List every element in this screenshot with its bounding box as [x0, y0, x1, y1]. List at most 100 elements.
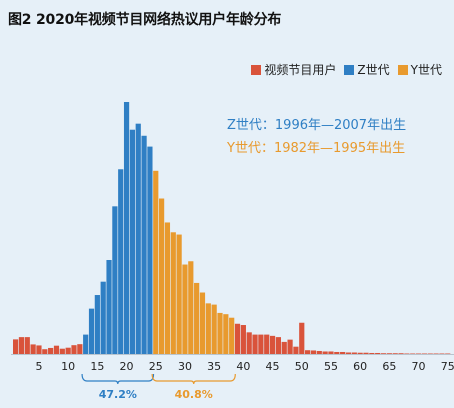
bar-age-19 — [118, 169, 124, 354]
bar-age-10 — [65, 347, 71, 354]
bar-age-6 — [42, 349, 48, 354]
bar-age-36 — [217, 312, 223, 354]
bar-age-52 — [310, 350, 317, 354]
bar-age-65 — [386, 353, 392, 354]
bar-age-32 — [194, 282, 200, 354]
chart-legend: 视频节目用户 Z世代 Y世代 — [251, 61, 442, 78]
bar-age-66 — [392, 353, 398, 354]
bar-age-18 — [112, 206, 118, 354]
x-tick-label-40: 40 — [236, 360, 250, 373]
legend-label-gen-z: Z世代 — [357, 63, 390, 77]
legend-swatch-gen-y — [397, 64, 408, 75]
bracket-label-1: 40.8% — [175, 388, 213, 401]
bar-age-25 — [153, 170, 159, 354]
bar-age-73 — [433, 353, 439, 355]
bar-age-71 — [421, 353, 427, 355]
x-tick-label-25: 25 — [149, 360, 163, 373]
bar-age-17 — [106, 260, 112, 354]
bar-age-74 — [439, 353, 445, 355]
bar-age-75 — [445, 353, 451, 355]
bracket-label-0: 47.2% — [99, 388, 137, 401]
bar-age-29 — [176, 234, 182, 354]
x-tick-label-20: 20 — [120, 360, 134, 373]
bar-age-24 — [147, 146, 153, 354]
bar-age-46 — [275, 337, 281, 354]
bar-age-31 — [188, 261, 194, 354]
bar-age-11 — [71, 345, 77, 354]
x-tick-label-55: 55 — [324, 360, 338, 373]
bar-age-7 — [48, 347, 54, 354]
figure-title: 图2 2020年视频节目网络热议用户年龄分布 — [8, 12, 282, 28]
legend-label-video-users: 视频节目用户 — [264, 63, 337, 77]
bar-age-57 — [340, 351, 346, 354]
bar-age-15 — [94, 295, 100, 354]
bar-age-47 — [281, 341, 287, 354]
x-tick-label-35: 35 — [207, 360, 221, 373]
legend-swatch-gen-z — [344, 64, 355, 75]
bar-age-56 — [334, 351, 340, 354]
x-tick-label-75: 75 — [441, 360, 454, 373]
x-tick-label-45: 45 — [266, 360, 280, 373]
legend-item-gen-z: Z世代 — [344, 61, 390, 78]
bar-age-70 — [415, 353, 422, 355]
bar-age-40 — [240, 325, 246, 354]
x-tick-label-60: 60 — [353, 360, 367, 373]
bar-age-28 — [170, 232, 176, 354]
bar-age-2 — [18, 337, 25, 354]
bar-age-16 — [100, 281, 106, 354]
bar-age-39 — [234, 323, 241, 354]
bar-age-62 — [369, 352, 375, 354]
legend-swatch-video-users — [251, 64, 262, 75]
bar-age-55 — [328, 351, 334, 354]
x-tick-label-30: 30 — [178, 360, 192, 373]
bar-age-23 — [141, 135, 147, 354]
bracket-1 — [151, 373, 236, 385]
bar-age-42 — [252, 334, 258, 354]
bar-age-27 — [164, 222, 171, 354]
bar-age-38 — [229, 317, 235, 354]
x-tick-label-10: 10 — [61, 360, 75, 373]
bar-age-34 — [205, 303, 211, 354]
legend-item-gen-y: Y世代 — [397, 61, 442, 78]
bar-age-59 — [351, 352, 357, 354]
gen-z-annotation: Z世代：1996年—2007年出生 — [227, 118, 407, 133]
bar-age-9 — [59, 348, 65, 354]
bar-age-14 — [88, 308, 95, 354]
bar-age-37 — [223, 314, 229, 354]
bar-age-8 — [53, 345, 60, 354]
bar-age-67 — [398, 353, 404, 354]
bar-age-3 — [24, 337, 30, 354]
bar-age-44 — [264, 334, 270, 354]
x-tick-label-65: 65 — [382, 360, 396, 373]
bar-age-60 — [357, 352, 363, 354]
gen-y-annotation: Y世代：1982年—1995年出生 — [227, 141, 406, 156]
bar-age-53 — [316, 350, 322, 354]
bar-age-1 — [13, 339, 19, 354]
bar-age-20 — [123, 102, 130, 354]
bar-age-72 — [427, 353, 433, 355]
x-tick-label-5: 5 — [35, 360, 42, 373]
bar-age-33 — [199, 292, 206, 354]
bar-age-35 — [211, 304, 217, 354]
bar-age-50 — [299, 322, 305, 354]
bar-age-5 — [36, 345, 42, 354]
x-tick-label-15: 15 — [90, 360, 104, 373]
x-tick-label-70: 70 — [412, 360, 426, 373]
bar-age-4 — [30, 344, 36, 354]
bar-age-61 — [363, 352, 369, 354]
bar-age-41 — [246, 332, 252, 354]
bar-age-48 — [287, 339, 293, 354]
bar-age-68 — [404, 353, 410, 355]
bar-age-69 — [410, 353, 416, 355]
bar-age-21 — [129, 129, 135, 354]
bar-age-12 — [77, 344, 83, 354]
bar-age-54 — [322, 351, 328, 354]
bar-age-13 — [83, 334, 89, 354]
bar-age-51 — [305, 350, 311, 354]
bar-age-30 — [182, 264, 188, 354]
x-tick-label-50: 50 — [295, 360, 309, 373]
bar-age-22 — [135, 123, 141, 354]
bar-age-58 — [345, 352, 352, 354]
bracket-0 — [81, 373, 155, 385]
